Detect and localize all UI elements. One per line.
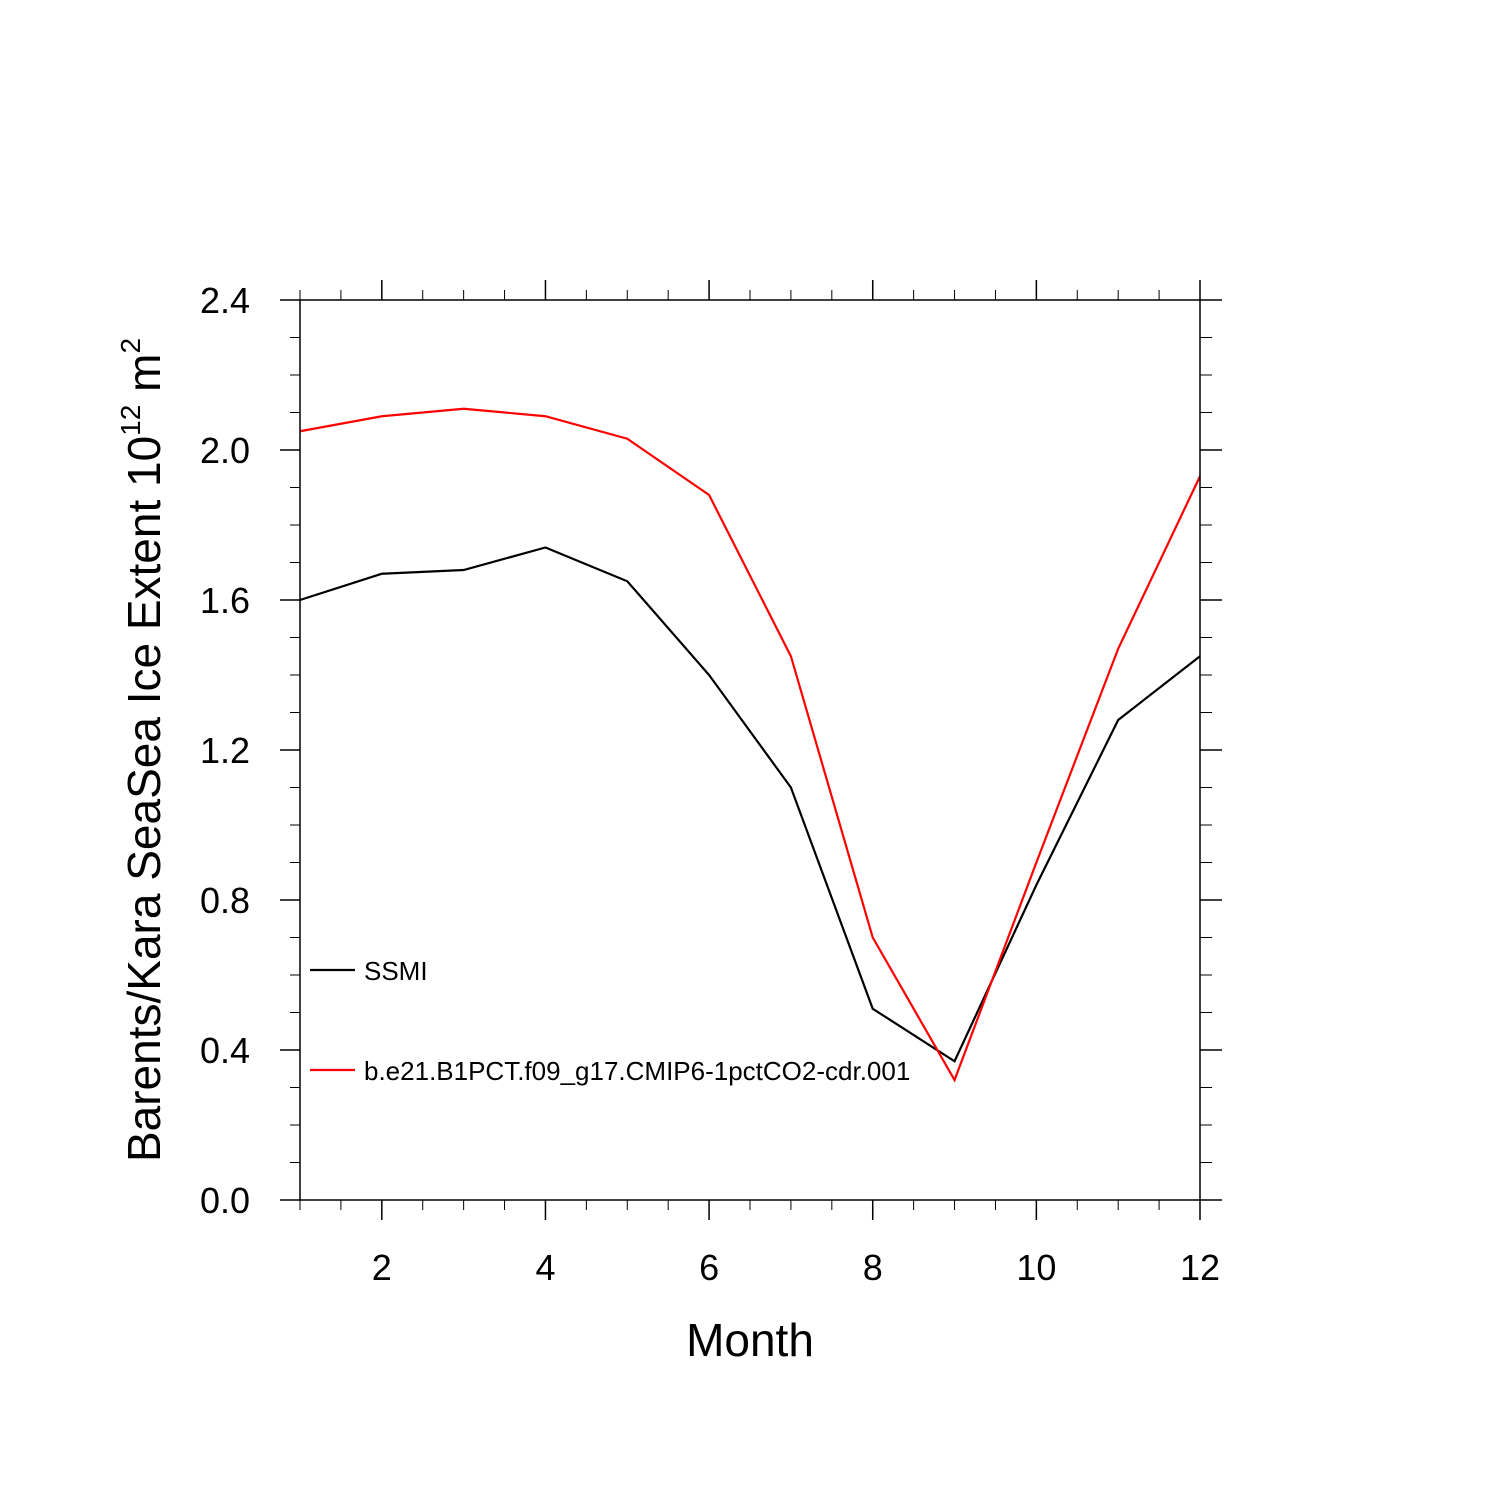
y-tick-label: 0.4 — [200, 1030, 250, 1071]
y-axis-title-unit-exponent: 2 — [115, 338, 146, 354]
y-axis-title: Barents/Kara SeaSea Ice Extent 1012 m2 — [115, 338, 170, 1162]
x-tick-label: 12 — [1180, 1247, 1220, 1288]
y-tick-label: 0.8 — [200, 880, 250, 921]
y-tick-label: 1.2 — [200, 730, 250, 771]
series-line-ssmi — [299, 546, 1201, 1063]
y-axis-title-main: Barents/Kara SeaSea Ice Extent 10 — [118, 436, 170, 1162]
y-axis-title-exponent: 12 — [115, 405, 146, 436]
series-line-model — [299, 407, 1201, 1083]
x-tick-label: 6 — [699, 1247, 719, 1288]
x-axis-title: Month — [686, 1314, 814, 1366]
y-tick-label: 2.0 — [200, 430, 250, 471]
legend-label: SSMI — [364, 956, 428, 986]
y-axis-title-unit: m — [118, 354, 170, 405]
y-tick-label: 1.6 — [200, 580, 250, 621]
ticks-layer — [280, 280, 1222, 1220]
legend-label: b.e21.B1PCT.f09_g17.CMIP6-1pctCO2-cdr.00… — [364, 1056, 910, 1086]
y-tick-label: 2.4 — [200, 280, 250, 321]
y-tick-label: 0.0 — [200, 1180, 250, 1221]
tick-labels: 2 4 6 8 10 12 0.0 0.4 0.8 1.2 1.6 2.0 2.4 — [200, 280, 1220, 1288]
x-tick-label: 10 — [1016, 1247, 1056, 1288]
legend: SSMI b.e21.B1PCT.f09_g17.CMIP6-1pctCO2-cd… — [310, 956, 910, 1086]
series-layer — [299, 407, 1201, 1083]
x-tick-label: 8 — [863, 1247, 883, 1288]
x-tick-label: 2 — [372, 1247, 392, 1288]
x-tick-label: 4 — [535, 1247, 555, 1288]
plot-frame — [299, 299, 1201, 1201]
